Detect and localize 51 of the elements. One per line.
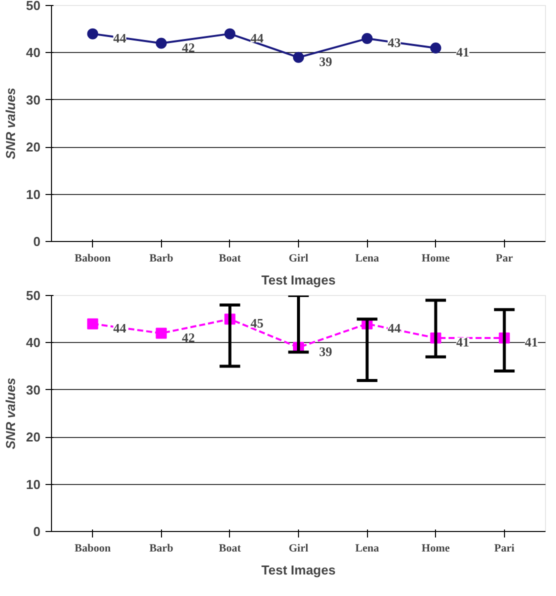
y-axis-title: SNR values	[3, 88, 18, 160]
data-label: 41	[456, 44, 470, 60]
x-tick-label: Girl	[288, 252, 308, 264]
x-tick-label: Baboon	[74, 542, 111, 554]
point	[87, 318, 98, 330]
point	[156, 328, 167, 339]
y-tick-label: 40	[26, 45, 41, 60]
data-label: 44	[113, 320, 127, 336]
data-label: 45	[250, 316, 264, 331]
y-tick-label: 0	[33, 524, 41, 539]
x-axis-title: Test Images	[261, 562, 336, 578]
y-tick-label: 20	[26, 430, 41, 445]
y-tick-label: 50	[26, 0, 41, 13]
y-tick-label: 40	[26, 335, 41, 350]
point	[362, 33, 373, 44]
x-tick-label: Baboon	[74, 252, 111, 264]
data-label: 41	[456, 334, 470, 350]
data-label: 43	[388, 35, 402, 50]
point	[156, 38, 167, 49]
y-tick-label: 30	[26, 382, 41, 398]
data-label: 44	[388, 320, 402, 336]
point	[87, 28, 98, 40]
data-label: 44	[250, 30, 264, 46]
point	[293, 52, 304, 63]
data-label: 42	[182, 330, 195, 345]
y-tick-label: 10	[26, 476, 41, 492]
x-tick-label: Boat	[218, 542, 242, 554]
y-tick-label: 50	[26, 288, 41, 303]
x-tick-label: Lena	[355, 252, 380, 264]
data-label: 39	[319, 54, 333, 69]
x-tick-label: Home	[422, 542, 450, 554]
x-tick-label: Girl	[288, 542, 308, 554]
x-axis-title: Test Images	[261, 272, 336, 288]
y-tick-label: 20	[26, 140, 41, 155]
x-tick-label: Boat	[218, 252, 242, 264]
y-axis-title: SNR values	[3, 378, 18, 450]
x-tick-label: Barb	[149, 252, 174, 264]
x-tick-label: Lena	[355, 542, 380, 554]
x-tick-label: Par	[496, 252, 513, 264]
y-tick-label: 10	[26, 186, 41, 202]
point	[430, 42, 442, 54]
data-label: 41	[524, 334, 538, 350]
y-tick-label: 0	[33, 234, 41, 249]
data-label: 42	[182, 40, 195, 55]
point	[224, 28, 236, 40]
x-tick-label: Home	[422, 252, 450, 264]
x-tick-label: Barb	[149, 542, 174, 554]
data-label: 39	[319, 344, 333, 359]
x-tick-label: Pari	[494, 542, 514, 554]
y-tick-label: 30	[26, 92, 41, 108]
data-label: 44	[113, 30, 127, 46]
